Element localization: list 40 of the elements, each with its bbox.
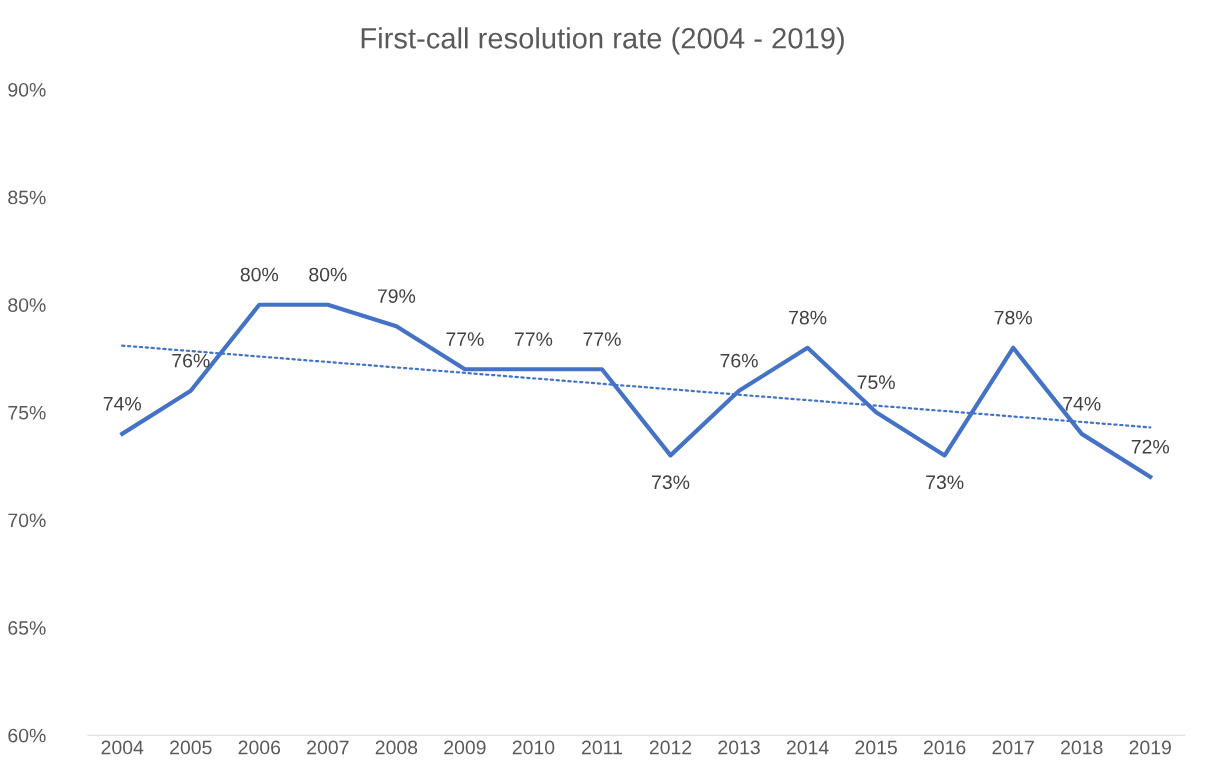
data-label: 76% xyxy=(720,353,758,368)
chart-title: First-call resolution rate (2004 - 2019) xyxy=(361,27,844,55)
data-label: 78% xyxy=(994,310,1032,325)
data-label: 78% xyxy=(789,310,827,325)
y-tick-label: 75% xyxy=(8,405,46,420)
data-label: 77% xyxy=(446,332,484,346)
data-label: 77% xyxy=(583,332,621,346)
data-label: 72% xyxy=(1131,439,1170,454)
x-tick-label: 2015 xyxy=(855,740,897,755)
data-label: 73% xyxy=(926,475,964,490)
x-tick-label: 2019 xyxy=(1129,740,1171,755)
x-tick-label: 2010 xyxy=(512,740,555,755)
x-tick-label: 2012 xyxy=(649,740,692,755)
x-tick-label: 2004 xyxy=(101,740,144,755)
data-label: 73% xyxy=(652,475,690,490)
data-label: 75% xyxy=(857,375,895,390)
x-tick-label: 2017 xyxy=(992,740,1034,755)
data-label: 77% xyxy=(514,332,553,346)
x-tick-label: 2008 xyxy=(375,740,418,755)
x-tick-label: 2013 xyxy=(718,740,760,755)
x-tick-label: 2011 xyxy=(582,740,622,755)
y-tick-label: 70% xyxy=(8,513,46,528)
y-tick-label: 80% xyxy=(8,298,46,312)
data-label: 76% xyxy=(172,353,210,368)
y-tick-label: 90% xyxy=(8,82,46,97)
x-tick-label: 2018 xyxy=(1061,740,1103,755)
data-label: 80% xyxy=(240,267,279,282)
data-label: 74% xyxy=(1063,396,1101,411)
data-label: 80% xyxy=(309,267,347,282)
x-tick-label: 2005 xyxy=(170,740,212,755)
data-label: 79% xyxy=(377,289,416,303)
x-tick-label: 2014 xyxy=(786,740,829,755)
y-tick-label: 60% xyxy=(8,728,46,743)
x-tick-label: 2016 xyxy=(924,740,966,755)
x-tick-label: 2006 xyxy=(238,740,281,755)
y-tick-label: 85% xyxy=(8,190,46,205)
x-tick-label: 2009 xyxy=(444,740,486,755)
data-label: 74% xyxy=(103,396,141,411)
x-tick-label: 2007 xyxy=(307,740,349,755)
y-tick-label: 65% xyxy=(8,621,46,635)
